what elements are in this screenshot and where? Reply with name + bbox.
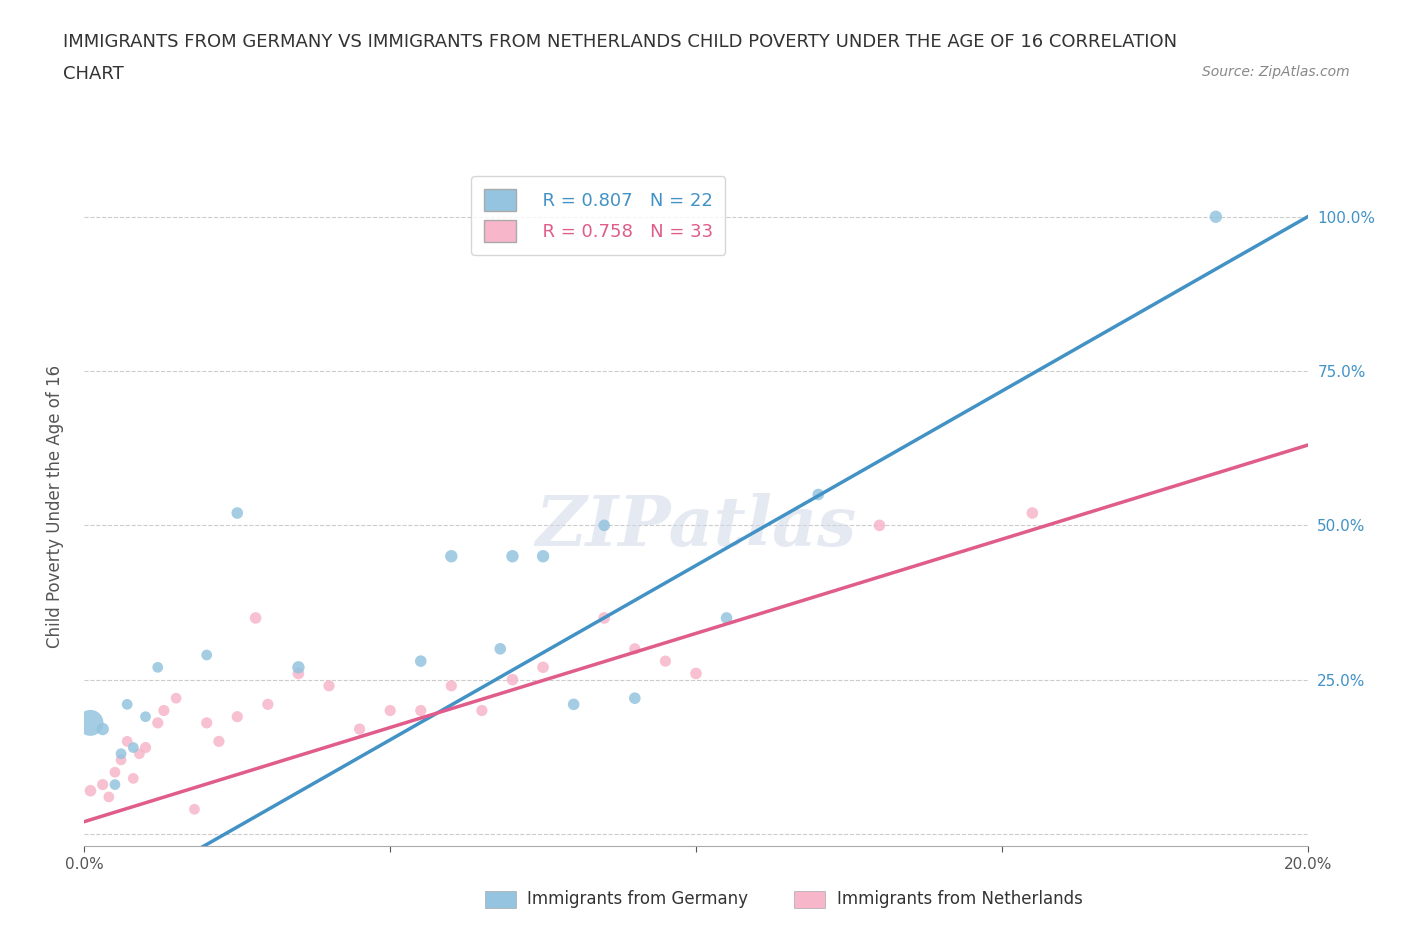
Point (115, 734, 138, 749)
Text: Immigrants from Germany: Immigrants from Germany (527, 890, 748, 909)
Text: ZIPatlas: ZIPatlas (536, 494, 856, 561)
Point (380, 703, 402, 718)
Point (122, 771, 145, 786)
Text: IMMIGRANTS FROM GERMANY VS IMMIGRANTS FROM NETHERLANDS CHILD POVERTY UNDER THE A: IMMIGRANTS FROM GERMANY VS IMMIGRANTS FR… (63, 33, 1177, 50)
Point (183, 802, 205, 817)
Point (624, 691, 647, 706)
Point (349, 722, 371, 737)
Text: Source: ZipAtlas.com: Source: ZipAtlas.com (1202, 65, 1350, 79)
Point (146, 660, 169, 675)
Point (135, 710, 157, 724)
Point (195, 715, 218, 730)
Point (110, 746, 132, 761)
Point (1021, 506, 1043, 521)
Legend:   R = 0.807   N = 22,   R = 0.758   N = 33: R = 0.807 N = 22, R = 0.758 N = 33 (471, 177, 725, 255)
Point (226, 710, 249, 724)
Point (79, 783, 101, 798)
Point (153, 703, 176, 718)
Point (716, 610, 738, 625)
Point (440, 549, 463, 564)
Point (128, 746, 150, 761)
Point (471, 703, 494, 718)
Point (624, 642, 647, 657)
Point (165, 691, 187, 706)
Text: Immigrants from Netherlands: Immigrants from Netherlands (837, 890, 1083, 909)
Point (531, 549, 554, 564)
Point (110, 752, 132, 767)
Point (287, 666, 309, 681)
Point (502, 549, 524, 564)
Point (409, 654, 432, 669)
Point (208, 734, 231, 749)
Point (91, 722, 114, 737)
Point (807, 487, 830, 502)
Point (226, 506, 249, 521)
Point (869, 518, 891, 533)
Point (195, 647, 218, 662)
Point (562, 697, 585, 711)
Point (104, 777, 127, 792)
Point (135, 740, 157, 755)
Point (318, 678, 340, 693)
Point (593, 518, 616, 533)
Text: CHART: CHART (63, 65, 124, 83)
Point (654, 654, 676, 669)
Point (502, 672, 524, 687)
Point (531, 660, 554, 675)
Point (257, 697, 280, 711)
Point (593, 610, 616, 625)
Point (287, 660, 309, 675)
Point (440, 678, 463, 693)
Point (685, 666, 707, 681)
Point (489, 642, 512, 657)
Point (91, 777, 114, 792)
Point (1205, 209, 1227, 224)
Point (115, 697, 138, 711)
Point (122, 740, 145, 755)
Point (245, 610, 267, 625)
Point (97, 790, 120, 804)
Y-axis label: Child Poverty Under the Age of 16: Child Poverty Under the Age of 16 (45, 365, 63, 648)
Point (146, 715, 169, 730)
Point (104, 764, 127, 779)
Point (79, 715, 101, 730)
Point (409, 703, 432, 718)
